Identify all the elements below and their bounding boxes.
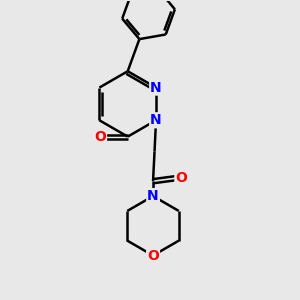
Text: N: N — [150, 81, 162, 94]
Text: O: O — [175, 171, 187, 185]
Text: O: O — [94, 130, 106, 144]
Text: N: N — [147, 189, 159, 203]
Text: N: N — [150, 113, 162, 127]
Text: O: O — [147, 248, 159, 262]
